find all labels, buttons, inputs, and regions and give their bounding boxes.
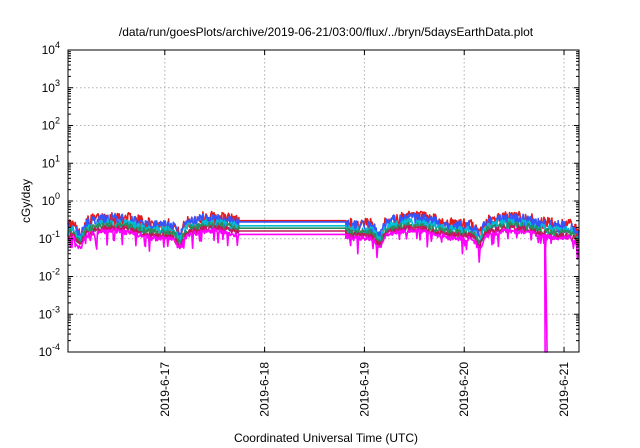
y-tick-exponent: -3 xyxy=(52,304,60,314)
x-tick-label: 2019-6-20 xyxy=(457,362,471,417)
x-tick-label: 2019-6-21 xyxy=(557,362,571,417)
y-tick-exponent: -1 xyxy=(52,229,60,239)
series-line xyxy=(67,224,580,249)
y-tick-label: 100 xyxy=(42,191,60,208)
series-line xyxy=(67,227,580,353)
y-tick-exponent: -2 xyxy=(52,267,60,277)
x-axis: 2019-6-17 2019-6-18 2019-6-19 2019-6-20 2019… xyxy=(158,50,571,417)
y-tick-label: 104 xyxy=(42,40,60,57)
x-axis-label: Coordinated Universal Time (UTC) xyxy=(234,431,418,445)
y-axis-label: cGy/day xyxy=(19,179,33,223)
series-line xyxy=(67,217,580,247)
data-series xyxy=(67,210,580,353)
x-tick-label: 2019-6-18 xyxy=(258,362,272,417)
x-tick-label: 2019-6-19 xyxy=(357,362,371,417)
y-tick-exponent: 0 xyxy=(55,191,60,201)
y-tick-label: 10-4 xyxy=(39,342,60,359)
y-tick-exponent: 1 xyxy=(55,153,60,163)
grid-lines xyxy=(68,50,579,352)
series-line xyxy=(67,221,580,247)
y-tick-label: 10-2 xyxy=(39,267,60,284)
y-tick-exponent: 4 xyxy=(55,40,60,50)
y-tick-label: 103 xyxy=(42,78,60,95)
y-tick-label: 102 xyxy=(42,116,60,133)
y-tick-label: 10-3 xyxy=(39,304,60,321)
y-tick-label: 10-1 xyxy=(39,229,60,246)
y-tick-exponent: 3 xyxy=(55,78,60,88)
x-tick-label: 2019-6-17 xyxy=(158,362,172,417)
y-tick-label: 101 xyxy=(42,153,60,170)
y-tick-exponent: 2 xyxy=(55,116,60,126)
y-tick-exponent: -4 xyxy=(52,342,60,352)
chart-title: /data/run/goesPlots/archive/2019-06-21/0… xyxy=(119,25,534,39)
